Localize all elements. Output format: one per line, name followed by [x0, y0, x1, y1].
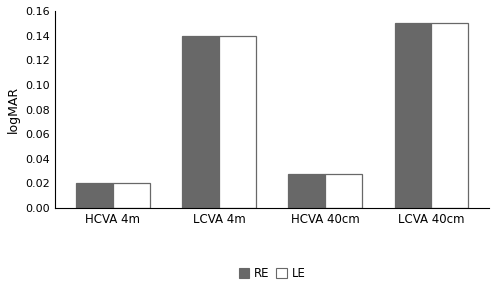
Bar: [219, 36, 256, 208]
Y-axis label: logMAR: logMAR: [7, 86, 20, 133]
Bar: [183, 36, 219, 208]
Bar: [113, 184, 150, 208]
Bar: [289, 174, 325, 208]
Bar: [76, 184, 113, 208]
Bar: [325, 174, 362, 208]
Legend: RE, LE: RE, LE: [234, 262, 310, 285]
Bar: [394, 23, 431, 208]
Bar: [431, 23, 468, 208]
